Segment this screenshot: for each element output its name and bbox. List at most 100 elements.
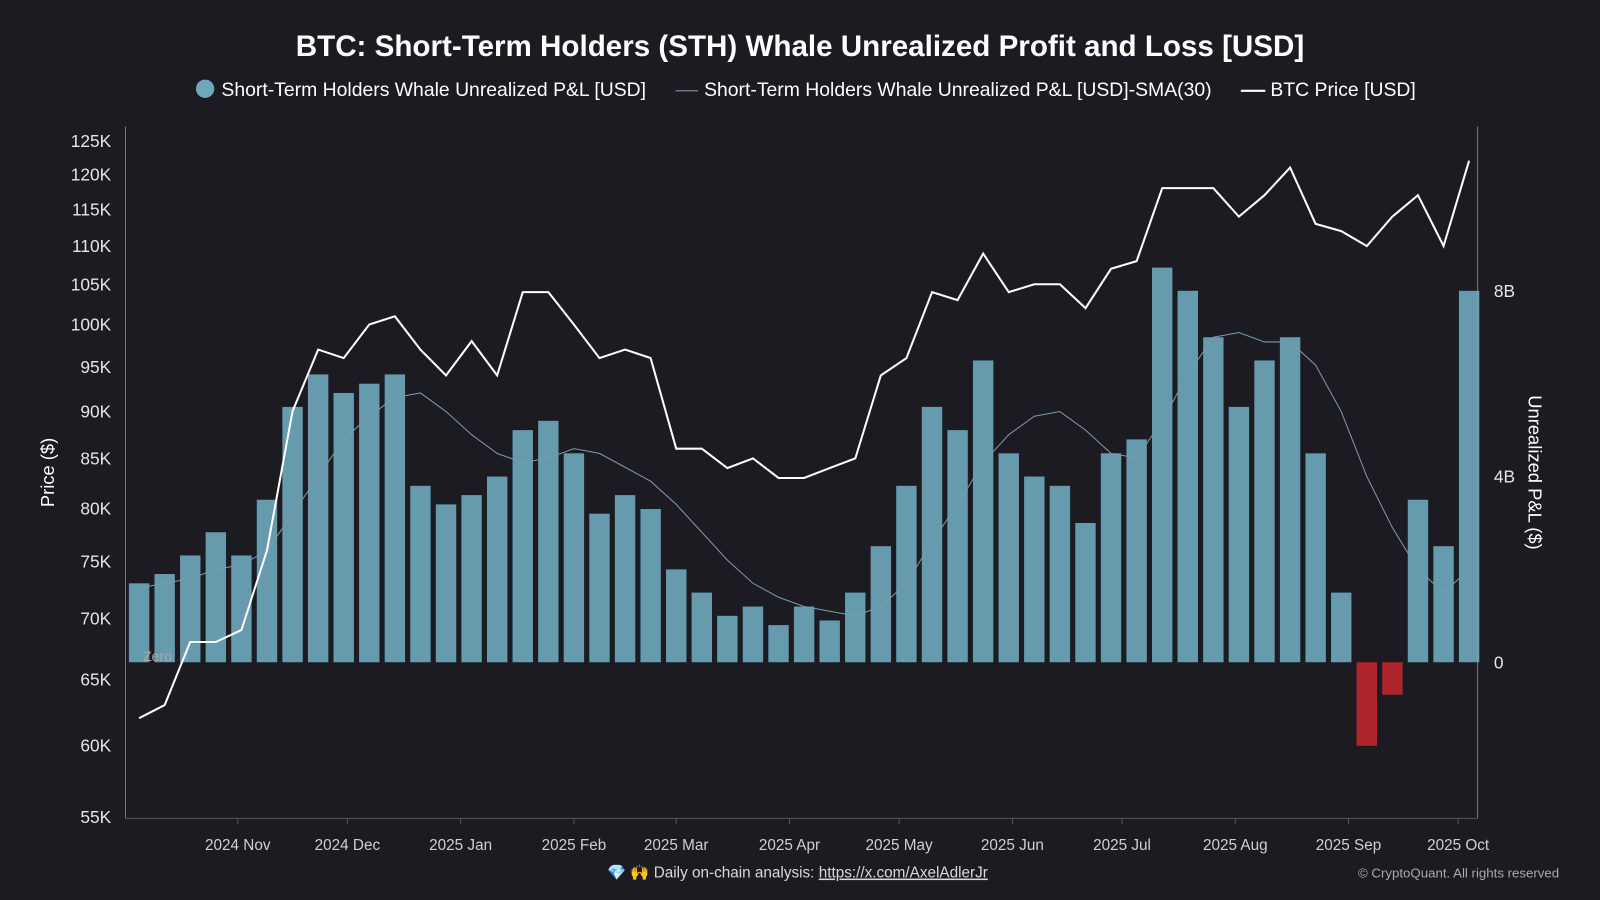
x-tick-label: 2025 Feb [542, 837, 607, 854]
left-tick-label: 80K [80, 498, 111, 518]
legend: Short-Term Holders Whale Unrealized P&L … [195, 79, 1416, 101]
legend-label-price[interactable]: BTC Price [USD] [1270, 79, 1415, 101]
pnl-bar [768, 625, 789, 663]
pnl-bar [1433, 546, 1454, 663]
pnl-bar [512, 430, 533, 663]
copyright: © CryptoQuant. All rights reserved [1358, 866, 1559, 881]
pnl-bar [589, 513, 610, 663]
pnl-bar [896, 485, 917, 663]
left-tick-label: 95K [80, 357, 111, 377]
pnl-bar [1151, 267, 1173, 663]
pnl-bar [333, 392, 354, 663]
pnl-bar [998, 453, 1019, 663]
left-axis-label: Price ($) [37, 438, 58, 507]
footer-prefix: 💎 🙌 Daily on-chain analysis: [607, 864, 819, 882]
pnl-bar [410, 485, 431, 663]
pnl-bar [1228, 406, 1250, 663]
left-axis-ticks: 125K 120K 115K 110K 105K 100K 95K 90K 85K 80K 75K 7… [71, 131, 112, 827]
pnl-bar [1458, 290, 1480, 663]
pnl-bar [307, 374, 329, 663]
x-axis-ticks: 2024 Nov 2024 Dec 2025 Jan 2025 Feb 2025 Mar… [205, 818, 1490, 854]
zero-label: Zero [143, 649, 172, 665]
left-tick-label: 120K [71, 164, 112, 184]
left-tick-label: 105K [71, 274, 112, 294]
x-tick-label: 2025 Jan [429, 837, 492, 854]
left-tick-label: 115K [72, 200, 112, 220]
left-tick-label: 75K [80, 552, 111, 572]
right-tick-label: 4B [1494, 467, 1515, 487]
left-tick-label: 60K [80, 735, 111, 755]
pnl-bar [1126, 439, 1147, 663]
pnl-bar [972, 360, 994, 663]
x-tick-label: 2024 Dec [315, 837, 381, 854]
pnl-bar [486, 476, 508, 663]
pnl-bar [461, 495, 482, 663]
pnl-bars [128, 267, 1480, 746]
pnl-bar [180, 555, 201, 663]
left-tick-label: 110K [72, 236, 112, 256]
x-tick-label: 2025 Apr [759, 837, 820, 854]
x-tick-label: 2025 Aug [1203, 837, 1268, 854]
right-tick-label: 8B [1494, 281, 1515, 301]
pnl-bar [205, 532, 227, 663]
legend-dot-pnl [195, 79, 215, 98]
x-tick-label: 2025 Jun [981, 837, 1044, 854]
left-tick-label: 125K [71, 131, 112, 151]
pnl-bar [1177, 290, 1198, 663]
pnl-bar [742, 606, 764, 663]
chart-title: BTC: Short-Term Holders (STH) Whale Unre… [296, 30, 1304, 63]
pnl-bar [1305, 453, 1326, 663]
pnl-bar [154, 574, 175, 663]
pnl-bar [640, 509, 661, 663]
pnl-bar [359, 383, 380, 663]
left-tick-label: 70K [80, 608, 111, 628]
x-tick-label: 2024 Nov [205, 837, 271, 854]
pnl-bar [793, 606, 815, 663]
pnl-bar [666, 569, 687, 663]
footer-analysis: 💎 🙌 Daily on-chain analysis: https://x.c… [607, 864, 988, 882]
pnl-bar [845, 592, 866, 663]
right-axis-label: Unrealized P&L ($) [1525, 395, 1546, 549]
pnl-bar [1407, 499, 1429, 663]
pnl-bar [1356, 662, 1378, 746]
pnl-bar [231, 555, 252, 663]
pnl-bar [870, 546, 892, 663]
pnl-bar [1254, 360, 1275, 663]
legend-label-sma[interactable]: Short-Term Holders Whale Unrealized P&L … [704, 79, 1212, 101]
left-tick-label: 85K [80, 448, 111, 468]
pnl-bar [1024, 476, 1045, 663]
right-axis-ticks: 8B 4B 0 [1494, 281, 1515, 672]
x-tick-label: 2025 Mar [644, 837, 709, 854]
pnl-bar [538, 420, 559, 663]
x-tick-label: 2025 Oct [1427, 837, 1490, 854]
pnl-bar [614, 495, 636, 663]
left-tick-label: 100K [71, 315, 112, 335]
btc-price-line [138, 160, 1471, 720]
pnl-bar [435, 504, 457, 663]
pnl-bar [563, 453, 585, 663]
pnl-bar [947, 430, 968, 663]
left-tick-label: 65K [80, 669, 111, 689]
sma-line [138, 332, 1470, 617]
pnl-bar [1279, 337, 1301, 663]
footer-link[interactable]: https://x.com/AxelAdlerJr [819, 865, 988, 882]
pnl-bar [256, 499, 278, 663]
pnl-bar [717, 615, 738, 663]
pnl-bar [384, 374, 406, 663]
legend-label-pnl[interactable]: Short-Term Holders Whale Unrealized P&L … [221, 79, 646, 101]
pnl-bar [921, 406, 943, 663]
pnl-bar [1049, 485, 1071, 663]
pnl-bar [128, 583, 150, 663]
pnl-bar [819, 620, 840, 663]
left-tick-label: 55K [80, 807, 111, 827]
pnl-bar [691, 592, 713, 663]
pnl-bar [1382, 662, 1403, 695]
pnl-bar [1203, 337, 1224, 663]
right-tick-label: 0 [1494, 652, 1504, 672]
pnl-bar [282, 406, 303, 663]
pnl-bar [1100, 453, 1122, 663]
x-tick-label: 2025 May [866, 837, 934, 854]
x-tick-label: 2025 Jul [1093, 837, 1151, 854]
left-tick-label: 90K [80, 401, 111, 421]
